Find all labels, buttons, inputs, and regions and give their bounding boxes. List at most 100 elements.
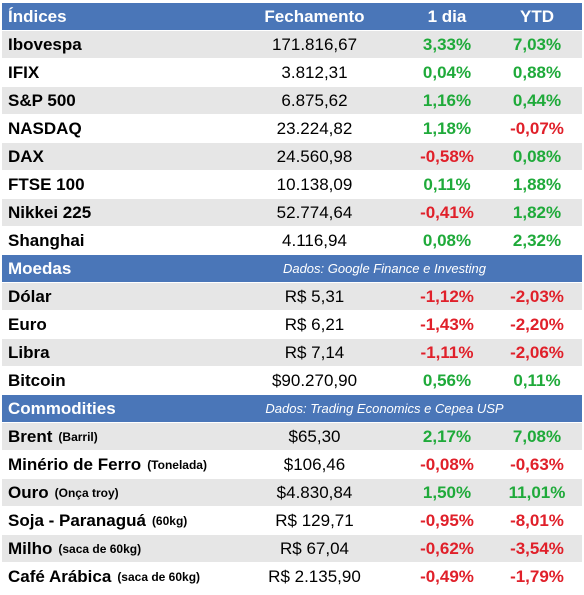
row-close: R$ 2.135,90 bbox=[268, 566, 361, 586]
row-day: -0,08% bbox=[420, 454, 474, 474]
row-day: 2,17% bbox=[422, 426, 472, 446]
commodities-source-note: Dados: Trading Economics e Cepea USP bbox=[265, 401, 504, 416]
row-ytd: -2,20% bbox=[510, 314, 564, 334]
row-name-text: NASDAQ bbox=[8, 118, 82, 138]
row-close: 24.560,98 bbox=[276, 146, 353, 166]
table-row: DAX 24.560,98 -0,58% 0,08% bbox=[2, 143, 582, 171]
row-name-text: Bitcoin bbox=[8, 370, 66, 390]
row-ytd: -0,63% bbox=[510, 454, 564, 474]
row-name: Euro bbox=[2, 311, 227, 338]
currencies-section-header: Moedas Dados: Google Finance e Investing bbox=[2, 255, 582, 283]
row-close: 23.224,82 bbox=[276, 118, 353, 138]
row-name-text: Nikkei 225 bbox=[8, 202, 92, 222]
row-day: -0,58% bbox=[420, 146, 474, 166]
table-row: IFIX 3.812,31 0,04% 0,88% bbox=[2, 59, 582, 87]
row-ytd: -1,79% bbox=[510, 566, 564, 586]
table-row: Nikkei 225 52.774,64 -0,41% 1,82% bbox=[2, 199, 582, 227]
table-row: Brent (Barril) $65,30 2,17% 7,08% bbox=[2, 423, 582, 451]
row-close: 171.816,67 bbox=[271, 34, 358, 54]
row-close: 10.138,09 bbox=[276, 174, 353, 194]
header-close: Fechamento bbox=[264, 6, 365, 26]
row-name: Ouro (Onça troy) bbox=[2, 479, 227, 506]
row-ytd: 0,11% bbox=[513, 370, 561, 390]
row-close: R$ 67,04 bbox=[280, 538, 349, 558]
row-day: -1,11% bbox=[420, 342, 474, 362]
table-row: NASDAQ 23.224,82 1,18% -0,07% bbox=[2, 115, 582, 143]
row-name: Shanghai bbox=[2, 227, 227, 254]
row-ytd: 7,03% bbox=[512, 34, 562, 54]
row-ytd: 11,01% bbox=[508, 482, 566, 502]
row-name-text: Dólar bbox=[8, 286, 52, 306]
row-day: -0,49% bbox=[420, 566, 474, 586]
row-day: 0,56% bbox=[422, 370, 472, 390]
table-row: Soja - Paranaguá (60kg) R$ 129,71 -0,95% -8,… bbox=[2, 507, 582, 535]
header-ytd: YTD bbox=[520, 6, 554, 26]
table-row: Dólar R$ 5,31 -1,12% -2,03% bbox=[2, 283, 582, 311]
header-name: Índices bbox=[8, 6, 67, 26]
table-row: Libra R$ 7,14 -1,11% -2,06% bbox=[2, 339, 582, 367]
table-row: Milho (saca de 60kg) R$ 67,04 -0,62% -3,54% bbox=[2, 535, 582, 563]
row-day: -1,12% bbox=[420, 286, 474, 306]
row-ytd: 2,32% bbox=[512, 230, 562, 250]
row-name-text: Ouro bbox=[8, 482, 49, 502]
row-close: $90.270,90 bbox=[271, 370, 358, 390]
row-name-text: DAX bbox=[8, 146, 44, 166]
row-day: -0,95% bbox=[420, 510, 474, 530]
row-name: IFIX bbox=[2, 59, 227, 86]
row-day: 0,08% bbox=[422, 230, 472, 250]
row-close: 6.875,62 bbox=[281, 90, 348, 110]
row-close: $65,30 bbox=[288, 426, 341, 446]
row-name: Brent (Barril) bbox=[2, 423, 227, 450]
row-name: Milho (saca de 60kg) bbox=[2, 535, 227, 562]
header-row: Índices Fechamento 1 dia YTD bbox=[2, 3, 582, 31]
row-close: R$ 5,31 bbox=[284, 286, 345, 306]
row-name: Nikkei 225 bbox=[2, 199, 227, 226]
row-day: 1,50% bbox=[422, 482, 472, 502]
commodities-body: Brent (Barril) $65,30 2,17% 7,08% Minério de … bbox=[2, 423, 582, 591]
row-ytd: 1,88% bbox=[512, 174, 562, 194]
table-row: Ouro (Onça troy) $4.830,84 1,50% 11,01% bbox=[2, 479, 582, 507]
row-close: R$ 6,21 bbox=[284, 314, 345, 334]
row-name: Minério de Ferro (Tonelada) bbox=[2, 451, 227, 478]
row-name: NASDAQ bbox=[2, 115, 227, 142]
row-name-text: Ibovespa bbox=[8, 34, 82, 54]
row-ytd: 1,82% bbox=[512, 202, 562, 222]
row-day: 1,18% bbox=[422, 118, 472, 138]
commodities-section-header: Commodities Dados: Trading Economics e C… bbox=[2, 395, 582, 423]
row-ytd: -3,54% bbox=[510, 538, 564, 558]
row-unit: (Tonelada) bbox=[147, 457, 207, 472]
table-row: Minério de Ferro (Tonelada) $106,46 -0,08% -… bbox=[2, 451, 582, 479]
row-name-text: Soja - Paranaguá bbox=[8, 510, 146, 530]
row-unit: (60kg) bbox=[151, 513, 188, 528]
row-name-text: Milho bbox=[8, 538, 53, 558]
row-close: R$ 7,14 bbox=[284, 342, 345, 362]
row-close: 3.812,31 bbox=[281, 62, 348, 82]
row-name-text: Minério de Ferro bbox=[8, 454, 142, 474]
table-row: FTSE 100 10.138,09 0,11% 1,88% bbox=[2, 171, 582, 199]
row-name: Bitcoin bbox=[2, 367, 227, 394]
row-unit: (saca de 60kg) bbox=[117, 569, 201, 584]
table-row: Café Arábica (saca de 60kg) R$ 2.135,90 -0,… bbox=[2, 563, 582, 591]
row-name: Libra bbox=[2, 339, 227, 366]
row-name-text: FTSE 100 bbox=[8, 174, 85, 194]
row-day: 1,16% bbox=[422, 90, 472, 110]
row-day: -0,41% bbox=[420, 202, 474, 222]
currencies-source-note: Dados: Google Finance e Investing bbox=[282, 261, 487, 276]
row-name: DAX bbox=[2, 143, 227, 170]
row-close: $106,46 bbox=[283, 454, 346, 474]
row-close: 52.774,64 bbox=[276, 202, 353, 222]
row-name: Ibovespa bbox=[2, 31, 227, 58]
row-close: R$ 129,71 bbox=[275, 510, 354, 530]
currencies-section-title: Moedas bbox=[8, 258, 72, 278]
row-day: 0,04% bbox=[422, 62, 472, 82]
row-name-text: Brent bbox=[8, 426, 53, 446]
header-day: 1 dia bbox=[427, 6, 467, 26]
row-close: $4.830,84 bbox=[276, 482, 353, 502]
row-name-text: Libra bbox=[8, 342, 50, 362]
row-unit: (saca de 60kg) bbox=[58, 541, 142, 556]
row-name: Dólar bbox=[2, 283, 227, 310]
row-unit: (Onça troy) bbox=[54, 485, 119, 500]
indices-body: Ibovespa 171.816,67 3,33% 7,03% IFIX 3.812,31… bbox=[2, 31, 582, 255]
row-day: 0,11% bbox=[423, 174, 471, 194]
row-ytd: -2,06% bbox=[510, 342, 564, 362]
